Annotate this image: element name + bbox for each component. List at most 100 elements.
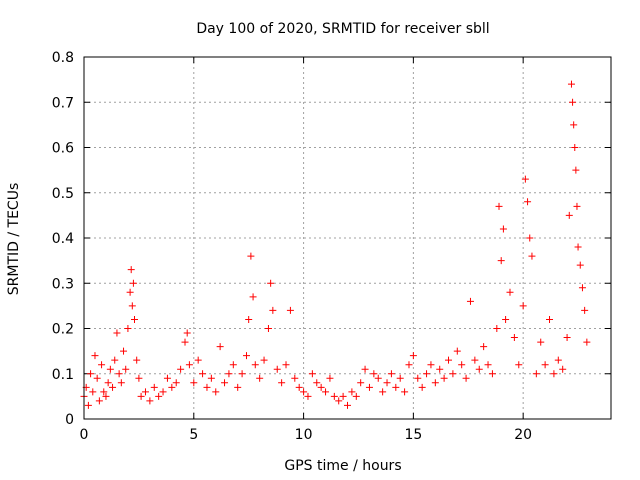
data-point xyxy=(570,121,578,129)
data-point xyxy=(532,370,540,378)
data-point xyxy=(475,365,483,373)
data-point xyxy=(190,379,198,387)
data-point xyxy=(379,388,387,396)
data-point xyxy=(458,361,466,369)
data-point xyxy=(326,374,334,382)
data-point xyxy=(495,202,503,210)
y-tick-label: 0 xyxy=(65,412,74,428)
data-point xyxy=(449,370,457,378)
x-tick-label: 5 xyxy=(189,427,198,443)
data-point xyxy=(251,361,259,369)
data-point xyxy=(129,279,137,287)
data-point xyxy=(502,315,510,323)
data-point xyxy=(216,343,224,351)
data-point xyxy=(89,388,97,396)
data-point xyxy=(521,175,529,183)
data-point xyxy=(238,370,246,378)
data-point xyxy=(396,374,404,382)
data-point xyxy=(137,392,145,400)
data-point xyxy=(203,383,211,391)
data-point xyxy=(348,388,356,396)
data-point xyxy=(295,383,303,391)
data-point xyxy=(574,243,582,251)
data-point xyxy=(497,257,505,265)
data-point xyxy=(554,356,562,364)
data-point xyxy=(418,383,426,391)
data-point xyxy=(100,388,108,396)
data-point xyxy=(221,379,229,387)
y-axis-label: SRMTID / TECUs xyxy=(6,183,22,296)
data-point xyxy=(95,397,103,405)
data-point xyxy=(526,234,534,242)
data-point xyxy=(313,379,321,387)
data-point xyxy=(269,306,277,314)
data-point xyxy=(102,392,110,400)
data-point xyxy=(361,365,369,373)
data-point xyxy=(267,279,275,287)
axis-ticks: 0 5 10 15 20 0 0.1 0.2 0.3 0.4 0.5 0.6 0.7 0.8 xyxy=(52,50,611,443)
y-tick-label: 0.6 xyxy=(52,141,74,157)
data-point xyxy=(249,293,257,301)
data-point xyxy=(515,361,523,369)
data-point xyxy=(135,374,143,382)
data-point xyxy=(335,397,343,405)
data-point xyxy=(308,370,316,378)
y-tick-label: 0.4 xyxy=(52,231,74,247)
data-point xyxy=(440,374,448,382)
data-point xyxy=(115,370,123,378)
data-point xyxy=(519,302,527,310)
data-point xyxy=(576,261,584,269)
data-point xyxy=(484,361,492,369)
data-point xyxy=(567,80,575,88)
x-tick-label: 20 xyxy=(514,427,532,443)
data-point xyxy=(383,379,391,387)
data-point xyxy=(573,202,581,210)
data-point xyxy=(194,356,202,364)
data-point xyxy=(322,388,330,396)
data-point xyxy=(245,315,253,323)
data-point xyxy=(181,338,189,346)
data-point xyxy=(163,374,171,382)
data-point xyxy=(113,329,121,337)
data-point xyxy=(304,392,312,400)
x-tick-label: 0 xyxy=(80,427,89,443)
data-point xyxy=(423,370,431,378)
data-point xyxy=(370,370,378,378)
plot-frame xyxy=(83,56,612,420)
data-point xyxy=(247,252,255,260)
y-tick-label: 0.8 xyxy=(52,50,74,66)
y-tick-label: 0.2 xyxy=(52,322,74,338)
data-point xyxy=(126,288,134,296)
data-point xyxy=(109,383,117,391)
data-point xyxy=(583,338,591,346)
data-point xyxy=(352,392,360,400)
data-point xyxy=(278,379,286,387)
data-point xyxy=(488,370,496,378)
data-point xyxy=(431,379,439,387)
data-point xyxy=(104,379,112,387)
data-point xyxy=(436,365,444,373)
data-point xyxy=(506,288,514,296)
data-point xyxy=(409,352,417,360)
data-point xyxy=(405,361,413,369)
data-point xyxy=(199,370,207,378)
data-point xyxy=(185,361,193,369)
data-point xyxy=(234,383,242,391)
chart-title: Day 100 of 2020, SRMTID for receiver sbl… xyxy=(196,21,489,37)
data-point xyxy=(344,401,351,409)
grid-lines xyxy=(84,57,611,419)
data-point xyxy=(133,356,141,364)
data-point xyxy=(357,379,365,387)
data-point xyxy=(546,315,554,323)
data-point xyxy=(317,383,325,391)
y-tick-label: 0.5 xyxy=(52,186,74,202)
data-point xyxy=(177,365,185,373)
data-point xyxy=(150,383,158,391)
data-point xyxy=(260,356,268,364)
x-tick-label: 15 xyxy=(404,427,422,443)
data-point xyxy=(537,338,545,346)
data-point xyxy=(462,374,470,382)
data-point xyxy=(572,166,580,174)
data-point xyxy=(225,370,233,378)
